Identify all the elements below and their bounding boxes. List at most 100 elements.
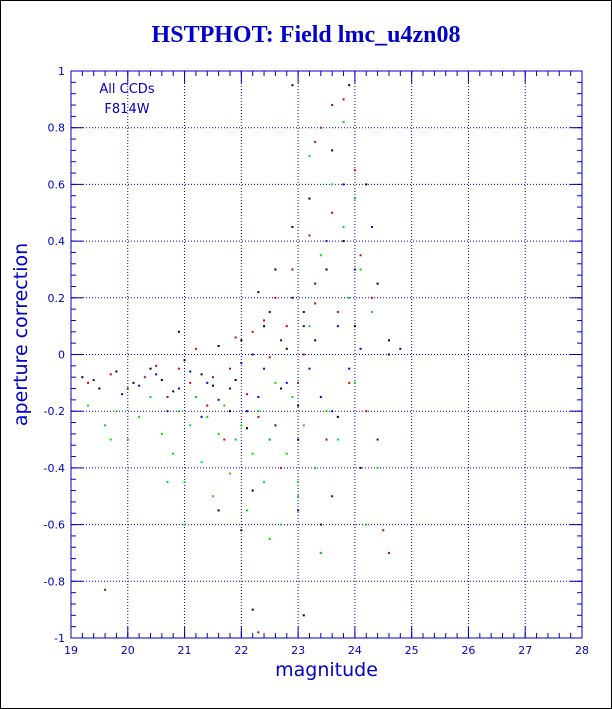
data-point <box>217 432 220 435</box>
data-point <box>331 211 334 214</box>
data-point <box>206 415 209 418</box>
data-point <box>353 381 356 384</box>
data-point <box>240 424 243 427</box>
data-point <box>319 396 322 399</box>
data-point <box>143 376 146 379</box>
data-point <box>285 347 288 350</box>
data-point <box>189 381 192 384</box>
chart-title: HSTPHOT: Field lmc_u4zn08 <box>151 22 461 48</box>
y-tick-label: -0.6 <box>44 519 65 532</box>
data-point <box>297 481 300 484</box>
data-point <box>200 415 203 418</box>
data-points <box>81 84 402 634</box>
data-point <box>365 523 368 526</box>
data-point <box>353 169 356 172</box>
x-tick-label: 28 <box>575 644 589 657</box>
data-point <box>87 404 90 407</box>
data-point <box>115 370 118 373</box>
x-tick-label: 19 <box>64 644 78 657</box>
y-axis-label: aperture correction <box>10 243 32 426</box>
data-point <box>149 367 152 370</box>
x-axis-label: magnitude <box>275 659 378 681</box>
data-point <box>206 381 209 384</box>
tick-labels: 19 20 21 22 23 24 25 26 27 28 -1 -0.8 -0.6 -0.4 -0.2 0 0… <box>44 65 589 657</box>
data-point <box>331 183 334 186</box>
data-point <box>240 529 243 532</box>
data-point <box>81 376 84 379</box>
data-point <box>121 393 124 396</box>
x-tick-label: 25 <box>405 644 419 657</box>
data-point <box>376 282 379 285</box>
data-point <box>297 404 300 407</box>
data-point <box>228 387 231 390</box>
data-point <box>291 225 294 228</box>
data-point <box>126 387 129 390</box>
data-point <box>280 523 283 526</box>
data-point <box>200 461 203 464</box>
data-point <box>291 296 294 299</box>
data-point <box>240 339 243 342</box>
data-point <box>331 104 334 107</box>
data-point <box>314 339 317 342</box>
data-point <box>189 370 192 373</box>
data-point <box>280 387 283 390</box>
x-tick-label: 26 <box>461 644 475 657</box>
x-tick-label: 23 <box>291 644 305 657</box>
data-point <box>251 330 254 333</box>
y-tick-label: 0.4 <box>48 235 66 248</box>
data-point <box>268 438 271 441</box>
data-point <box>228 472 231 475</box>
y-tick-label: -0.4 <box>44 462 65 475</box>
data-point <box>183 523 186 526</box>
y-tick-label: -0.2 <box>44 405 65 418</box>
data-point <box>172 452 175 455</box>
grid <box>71 71 582 638</box>
data-point <box>104 588 107 591</box>
data-point <box>291 84 294 87</box>
data-point <box>251 452 254 455</box>
data-point <box>166 410 169 413</box>
data-point <box>263 481 266 484</box>
data-point <box>274 296 277 299</box>
data-point <box>104 424 107 427</box>
data-point <box>115 410 118 413</box>
data-point <box>336 310 339 313</box>
data-point <box>194 396 197 399</box>
data-point <box>348 367 351 370</box>
data-point <box>138 415 141 418</box>
data-point <box>302 325 305 328</box>
y-tick-label: 0.2 <box>48 292 66 305</box>
data-point <box>297 509 300 512</box>
data-point <box>382 529 385 532</box>
data-point <box>370 310 373 313</box>
data-point <box>228 367 231 370</box>
data-point <box>183 359 186 362</box>
data-point <box>342 225 345 228</box>
data-point <box>177 387 180 390</box>
data-point <box>336 415 339 418</box>
data-point <box>291 396 294 399</box>
x-tick-label: 22 <box>234 644 248 657</box>
data-point <box>308 155 311 158</box>
data-point <box>138 384 141 387</box>
data-point <box>297 381 300 384</box>
data-point <box>280 466 283 469</box>
data-point <box>314 302 317 305</box>
data-point <box>387 551 390 554</box>
data-point <box>302 353 305 356</box>
data-point <box>160 379 163 382</box>
data-point <box>217 509 220 512</box>
data-point <box>268 356 271 359</box>
data-point <box>263 319 266 322</box>
data-point <box>370 296 373 299</box>
y-tick-label: 0.6 <box>48 178 66 191</box>
data-point <box>206 404 209 407</box>
data-point <box>166 396 169 399</box>
data-point <box>240 362 243 365</box>
data-point <box>228 410 231 413</box>
data-point <box>251 489 254 492</box>
y-tick-label: -0.8 <box>44 575 65 588</box>
data-point <box>166 481 169 484</box>
y-tick-label: 0 <box>58 349 65 362</box>
x-tick-label: 20 <box>121 644 135 657</box>
